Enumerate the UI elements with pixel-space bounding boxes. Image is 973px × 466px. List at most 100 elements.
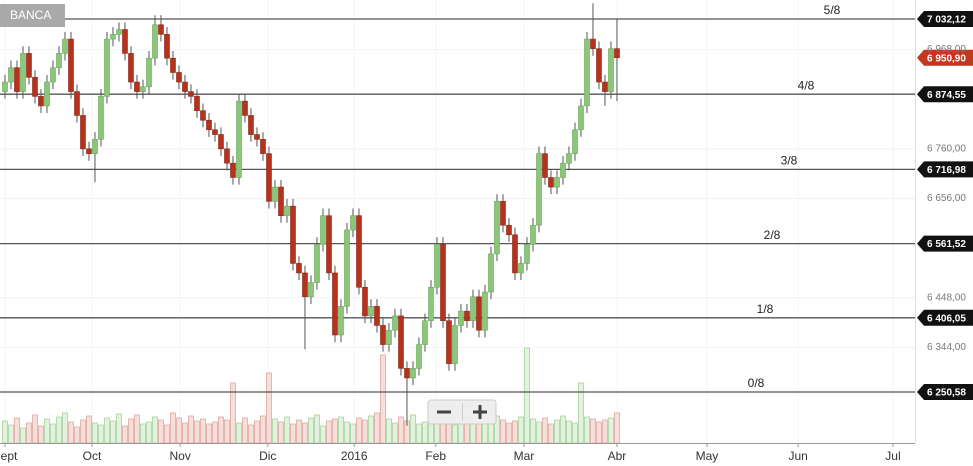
candle-body (338, 306, 344, 336)
candle-body (302, 272, 308, 298)
volume-bar (500, 419, 506, 444)
volume-bar (518, 416, 524, 444)
candle-body (176, 72, 182, 83)
candle-body (596, 48, 602, 83)
volume-bar (410, 414, 416, 444)
levels-layer: 5/8 7 032,12 4/8 6 874,55 3/8 6 716,98 2/8 6 56… (0, 3, 973, 400)
y-tick-label: 6 968,00 (927, 44, 966, 55)
candle-body (512, 234, 518, 274)
candle-body (20, 53, 26, 92)
volume-bar (86, 415, 92, 444)
title-tag: BANCA (0, 4, 65, 27)
x-tick-label: Nov (170, 449, 191, 463)
candle-body (206, 119, 212, 131)
volume-bar (122, 425, 128, 444)
volume-bar (20, 427, 26, 444)
candle-body (416, 344, 422, 369)
volume-bar (284, 416, 290, 444)
candle-body (164, 34, 170, 59)
candle-body (14, 67, 20, 92)
volume-bar (344, 421, 350, 444)
volume-bar (158, 419, 164, 444)
candle-body (470, 296, 476, 321)
volume-bar (548, 423, 554, 444)
candle-body (560, 162, 566, 178)
candle-body (314, 244, 320, 283)
volume-bar (92, 422, 98, 444)
volume-bar (326, 420, 332, 444)
candle-body (476, 296, 482, 331)
volume-bar (32, 414, 38, 444)
volume-bar (38, 425, 44, 444)
level-name: 1/8 (757, 302, 774, 316)
x-tick-label: 2016 (341, 449, 368, 463)
volume-bar (212, 421, 218, 444)
candle-body (566, 153, 572, 164)
candle-body (212, 129, 218, 135)
volume-bar (302, 422, 308, 444)
volume-bar (506, 422, 512, 444)
candle-body (584, 38, 590, 107)
zoom-in[interactable] (473, 405, 487, 419)
volume-bar (308, 417, 314, 444)
candle-body (296, 263, 302, 274)
volume-bar (206, 423, 212, 444)
candle-body (44, 81, 50, 107)
level-price-label: 7 032,12 (927, 15, 966, 26)
candle-body (290, 205, 296, 264)
candle-body (374, 306, 380, 326)
volume-bar (68, 421, 74, 444)
x-tick-label: Oct (83, 449, 102, 463)
volume-bar (542, 417, 548, 444)
candle-body (260, 139, 266, 154)
volume-bar (530, 418, 536, 444)
candle-body (116, 29, 122, 35)
volume-bar (110, 420, 116, 444)
volume-bar (140, 423, 146, 444)
candle-body (110, 34, 116, 40)
volume-bar (476, 421, 482, 444)
candle-body (494, 201, 500, 255)
level-price-label: 6 561,52 (927, 239, 966, 250)
volume-bar (254, 420, 260, 444)
volume-bar (590, 418, 596, 444)
volume-bar (368, 415, 374, 444)
candle-body (74, 91, 80, 116)
level-price-label: 6 406,05 (927, 313, 966, 324)
zoom-controls (427, 399, 497, 425)
candle-body (32, 76, 38, 97)
candle-body (308, 282, 314, 298)
y-tick-label: 6 656,00 (927, 193, 966, 204)
volume-bar (146, 421, 152, 444)
candle-body (224, 148, 230, 164)
candle-body (68, 38, 74, 92)
candle-body (428, 286, 434, 321)
candle-body (602, 81, 608, 92)
candle-body (488, 253, 494, 293)
volume-bar (380, 354, 386, 444)
volume-bar (314, 414, 320, 444)
grid (0, 0, 915, 443)
volume-bar (554, 419, 560, 444)
candle-body (356, 215, 362, 288)
candle-body (134, 81, 140, 92)
volume-bar (392, 422, 398, 444)
volume-bar (296, 419, 302, 444)
x-tick-label: Abr (608, 449, 627, 463)
level-name: 4/8 (798, 78, 815, 92)
volume-bar (584, 416, 590, 444)
candle-body (80, 115, 86, 150)
candle-body (362, 286, 368, 317)
candle-body (38, 96, 44, 107)
candle-body (524, 244, 530, 264)
volume-bar (194, 420, 200, 444)
level-price-box (917, 10, 973, 27)
volume-bar (374, 412, 380, 444)
volume-bar (80, 419, 86, 444)
candle-body (398, 315, 404, 369)
volume-bar (116, 413, 122, 444)
candle-body (86, 148, 92, 154)
candle-body (236, 100, 242, 178)
